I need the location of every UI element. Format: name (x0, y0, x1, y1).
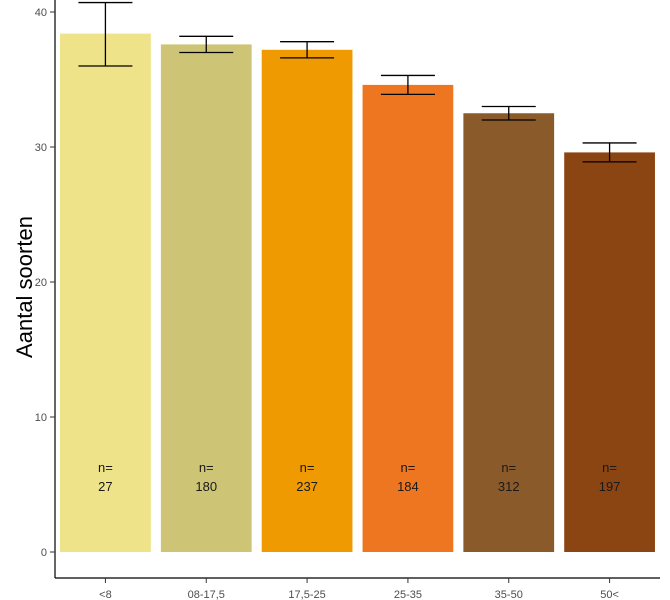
y-tick-label: 30 (35, 142, 47, 154)
n-label-prefix: n= (300, 460, 315, 475)
n-label-prefix: n= (199, 460, 214, 475)
error-bar (380, 74, 435, 95)
n-label-value: 180 (195, 479, 217, 494)
bar (564, 152, 655, 552)
bar (60, 33, 151, 553)
x-axis: <8 08-17,5 17,5-25 25-35 35-50 50< (55, 577, 660, 600)
n-label-value: 312 (498, 479, 520, 494)
error-bar (481, 105, 536, 121)
x-tick-label: 35-50 (495, 589, 523, 600)
sample-size-labels: n= 27 n= 180 n= 237 n= 184 n= 312 n= 197 (98, 460, 620, 494)
n-label-value: 184 (397, 479, 419, 494)
x-tick-label: <8 (99, 589, 112, 600)
n-label-prefix: n= (602, 460, 617, 475)
error-bar (78, 1, 133, 67)
y-tick-label: 20 (35, 277, 47, 289)
n-label-value: 27 (98, 479, 112, 494)
bar (160, 44, 252, 553)
y-tick-label: 10 (35, 412, 47, 424)
x-tick-label: 08-17,5 (188, 589, 225, 600)
y-axis-title: Aantal soorten (12, 216, 37, 358)
error-bar (280, 41, 335, 59)
n-label-value: 237 (296, 479, 318, 494)
bars (60, 33, 655, 553)
y-axis: 0 10 20 30 40 (35, 0, 56, 578)
n-label-value: 197 (599, 479, 621, 494)
error-bar (582, 142, 637, 163)
error-bars (78, 1, 637, 163)
bar (261, 49, 353, 553)
y-tick-label: 0 (41, 547, 47, 559)
y-tick-label: 40 (35, 7, 47, 19)
bar (463, 113, 555, 552)
bar (362, 84, 454, 553)
x-tick-label: 50< (600, 589, 619, 600)
n-label-prefix: n= (501, 460, 516, 475)
n-label-prefix: n= (401, 460, 416, 475)
x-tick-label: 25-35 (394, 589, 422, 600)
n-label-prefix: n= (98, 460, 113, 475)
error-bar (179, 35, 234, 54)
x-tick-label: 17,5-25 (288, 589, 325, 600)
